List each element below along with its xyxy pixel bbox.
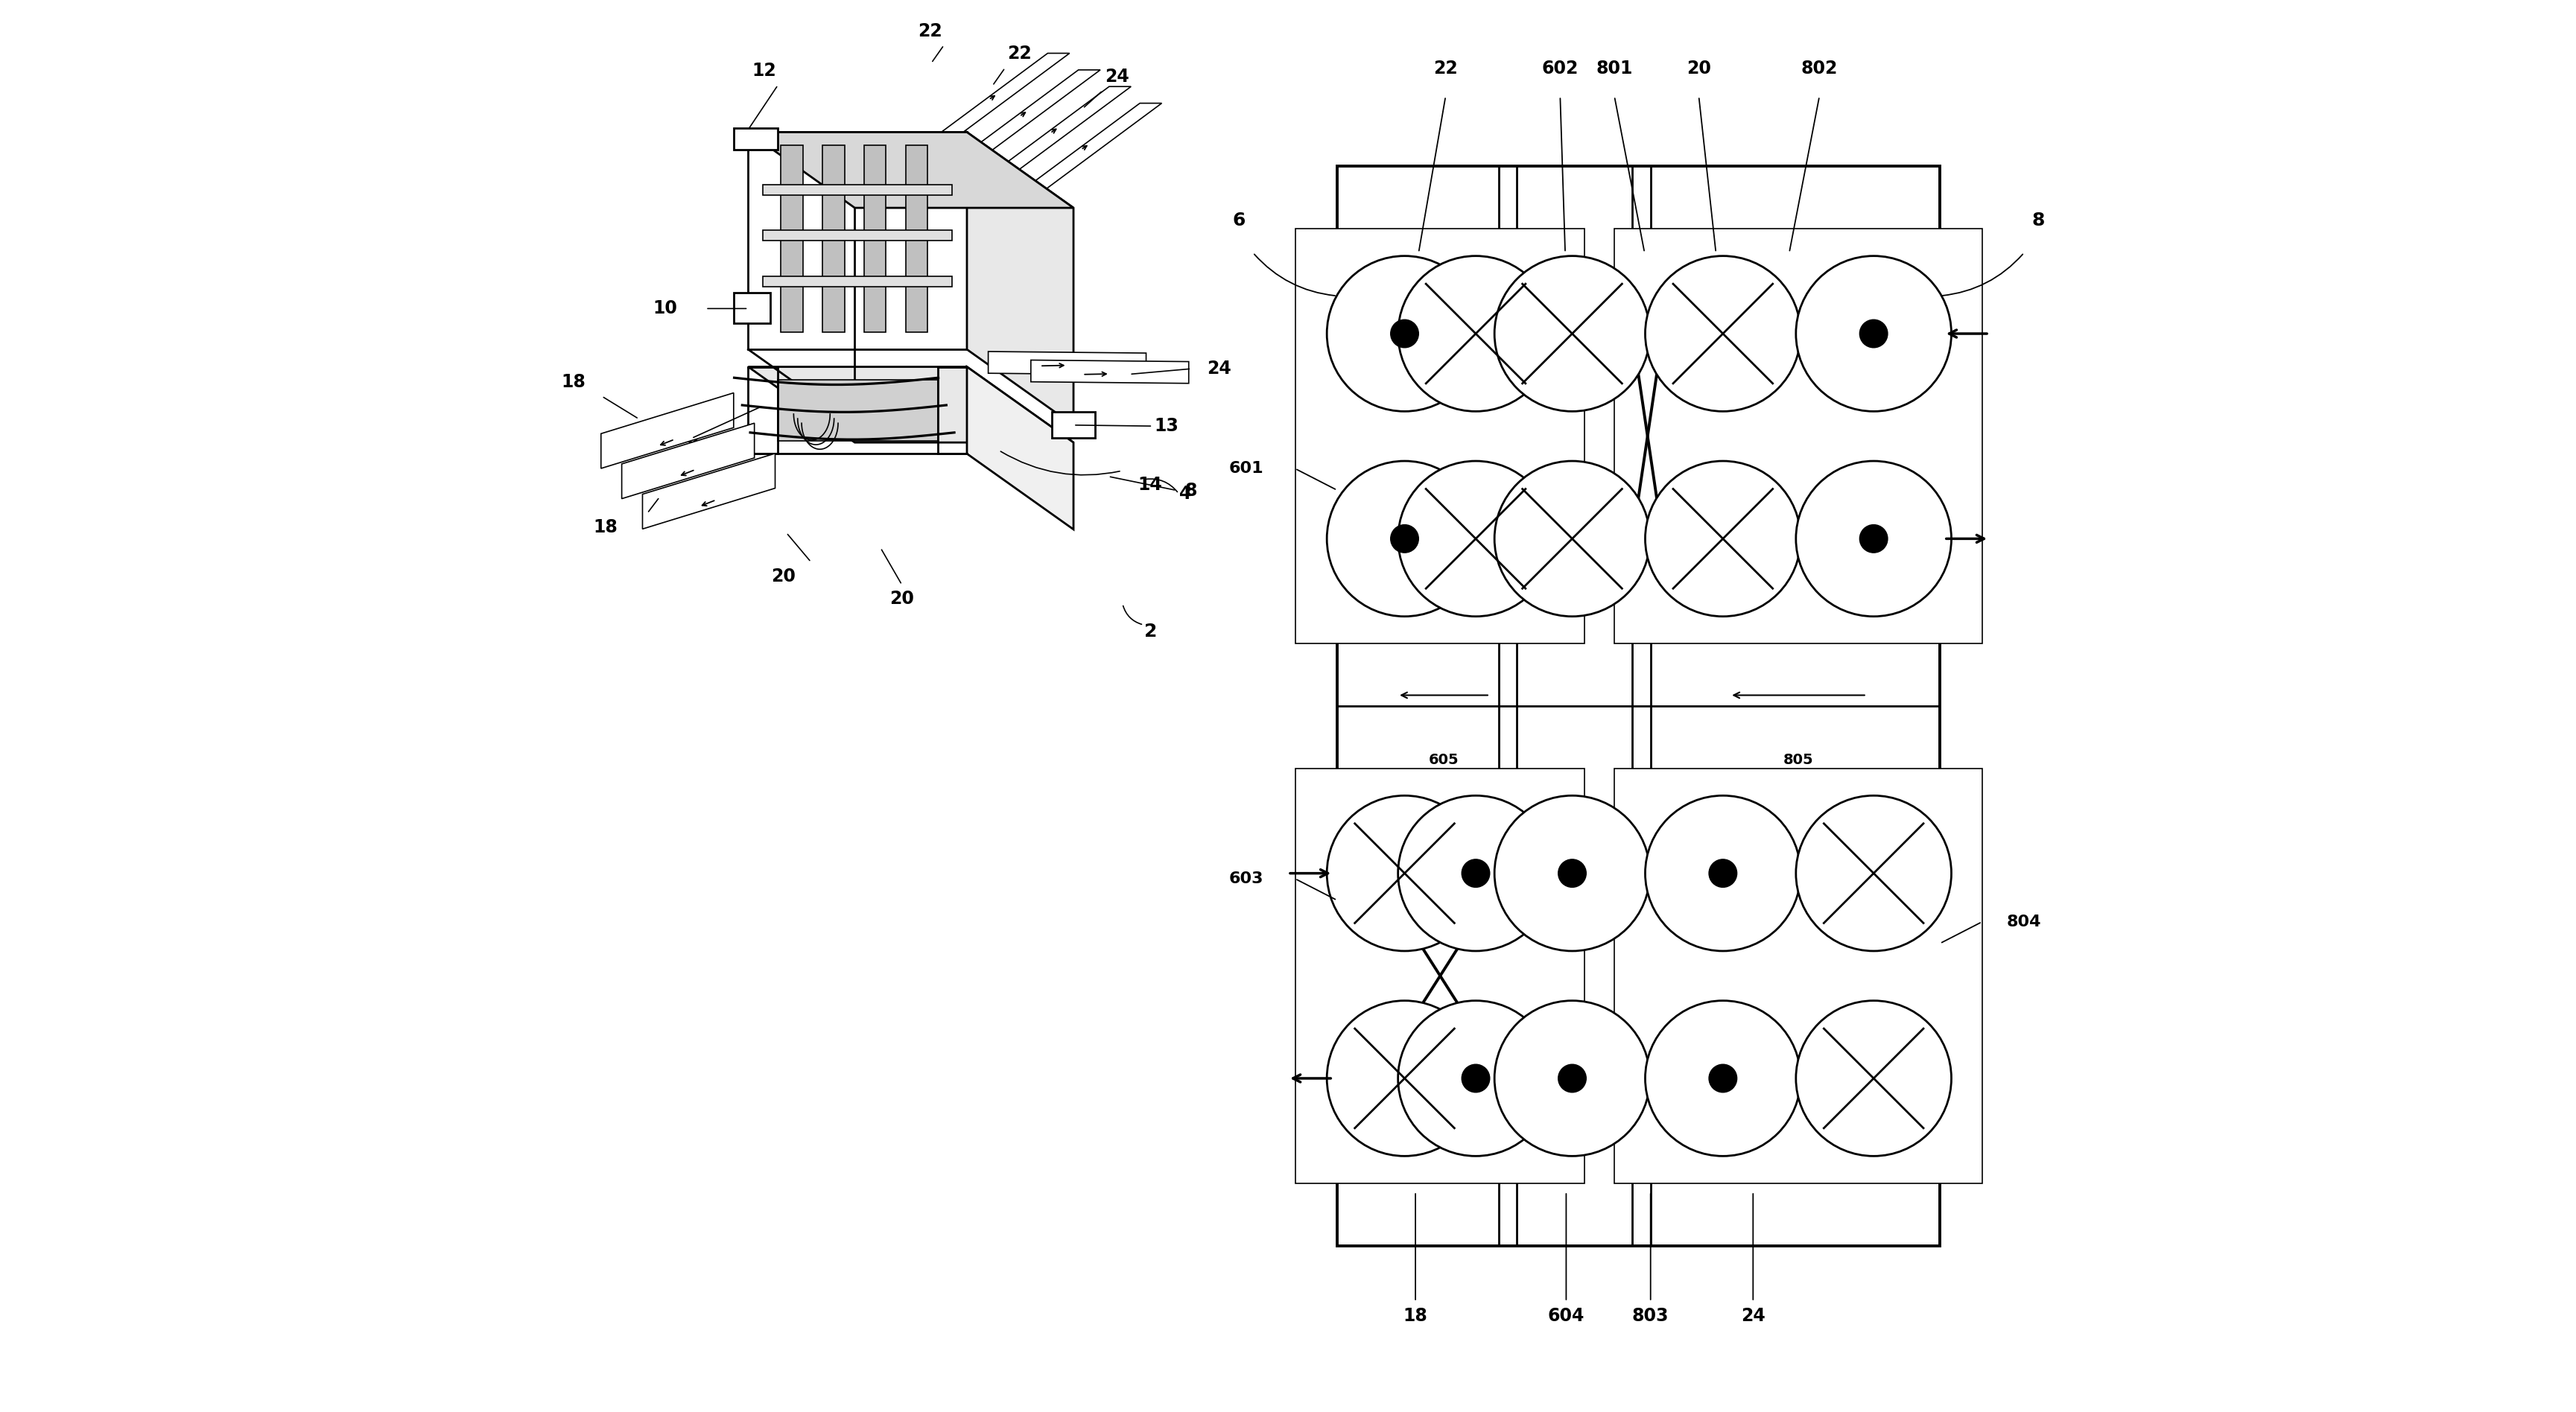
Circle shape: [1399, 460, 1553, 617]
Circle shape: [1646, 460, 1801, 617]
Circle shape: [1391, 319, 1419, 347]
Polygon shape: [747, 367, 1074, 442]
Bar: [1788, 860, 1808, 887]
Circle shape: [1646, 795, 1801, 952]
Bar: [1337, 167, 1940, 1245]
Bar: [1296, 229, 1584, 644]
Bar: [1788, 525, 1808, 552]
Circle shape: [1327, 1001, 1481, 1156]
Polygon shape: [747, 133, 966, 349]
Polygon shape: [966, 367, 1074, 530]
Circle shape: [1399, 256, 1553, 411]
Bar: [1788, 321, 1808, 347]
Text: 601: 601: [1229, 462, 1262, 476]
Text: 18: 18: [1404, 1306, 1427, 1324]
Text: 6: 6: [685, 429, 698, 448]
Polygon shape: [907, 145, 927, 332]
Text: 24: 24: [1208, 360, 1231, 377]
Polygon shape: [747, 133, 1074, 208]
Circle shape: [1708, 860, 1736, 887]
Polygon shape: [922, 54, 1069, 147]
Circle shape: [1795, 460, 1953, 617]
Polygon shape: [747, 367, 966, 453]
Bar: [1788, 1065, 1808, 1091]
Text: 13: 13: [1154, 417, 1180, 435]
Polygon shape: [984, 86, 1131, 179]
Polygon shape: [778, 380, 938, 441]
Circle shape: [1860, 525, 1888, 552]
Polygon shape: [762, 275, 953, 287]
Text: 20: 20: [1687, 59, 1710, 78]
Circle shape: [1494, 795, 1649, 952]
Circle shape: [1795, 795, 1953, 952]
Bar: [1296, 768, 1584, 1183]
Polygon shape: [600, 393, 734, 469]
Polygon shape: [1030, 360, 1188, 383]
Polygon shape: [989, 352, 1146, 374]
Text: 24: 24: [1105, 68, 1128, 86]
Circle shape: [1327, 460, 1481, 617]
Text: 22: 22: [917, 23, 943, 40]
Circle shape: [1795, 1001, 1953, 1156]
Circle shape: [1399, 795, 1553, 952]
Text: 20: 20: [770, 568, 796, 585]
Circle shape: [1461, 1065, 1489, 1093]
Circle shape: [1558, 860, 1587, 887]
Polygon shape: [953, 71, 1100, 162]
Text: 2: 2: [1144, 623, 1157, 641]
Text: 8: 8: [2032, 212, 2045, 229]
Text: 804: 804: [2007, 915, 2040, 929]
Circle shape: [1646, 256, 1801, 411]
Text: 603: 603: [1229, 871, 1262, 887]
Polygon shape: [641, 453, 775, 530]
Circle shape: [1461, 860, 1489, 887]
Circle shape: [1646, 1001, 1801, 1156]
Circle shape: [1494, 460, 1649, 617]
Circle shape: [1860, 319, 1888, 347]
Text: 602: 602: [1543, 59, 1579, 78]
Text: 8: 8: [1185, 481, 1198, 500]
Text: 802: 802: [1801, 59, 1837, 78]
Bar: [1615, 768, 1984, 1183]
Polygon shape: [734, 292, 770, 323]
Polygon shape: [1051, 412, 1095, 438]
Bar: [1409, 525, 1471, 552]
Circle shape: [1708, 1065, 1736, 1093]
Text: 24: 24: [1741, 1306, 1765, 1324]
Text: 805: 805: [1783, 753, 1814, 767]
Bar: [1615, 229, 1984, 644]
Polygon shape: [822, 145, 845, 332]
Polygon shape: [734, 128, 778, 150]
Circle shape: [1327, 795, 1481, 952]
Circle shape: [1391, 525, 1419, 552]
Polygon shape: [621, 424, 755, 498]
Polygon shape: [781, 145, 804, 332]
Text: 4: 4: [1180, 484, 1193, 503]
Text: 18: 18: [562, 373, 585, 391]
Polygon shape: [762, 230, 953, 241]
Text: 18: 18: [592, 518, 618, 537]
Text: 20: 20: [889, 590, 914, 607]
Text: 10: 10: [654, 299, 677, 318]
Text: 22: 22: [1007, 45, 1030, 62]
Text: 6: 6: [1231, 212, 1244, 229]
Circle shape: [1494, 1001, 1649, 1156]
Circle shape: [1795, 256, 1953, 411]
Circle shape: [1494, 256, 1649, 411]
Circle shape: [1558, 1065, 1587, 1093]
Text: 604: 604: [1548, 1306, 1584, 1324]
Text: 803: 803: [1633, 1306, 1669, 1324]
Polygon shape: [863, 145, 886, 332]
Text: 14: 14: [1139, 476, 1162, 494]
Text: 12: 12: [752, 62, 775, 80]
Polygon shape: [1015, 103, 1162, 196]
Circle shape: [1399, 1001, 1553, 1156]
Text: 605: 605: [1430, 753, 1458, 767]
Text: 22: 22: [1432, 59, 1458, 78]
Polygon shape: [966, 133, 1074, 425]
Polygon shape: [762, 185, 953, 195]
Text: 801: 801: [1597, 59, 1633, 78]
Circle shape: [1327, 256, 1481, 411]
Bar: [1409, 321, 1471, 347]
